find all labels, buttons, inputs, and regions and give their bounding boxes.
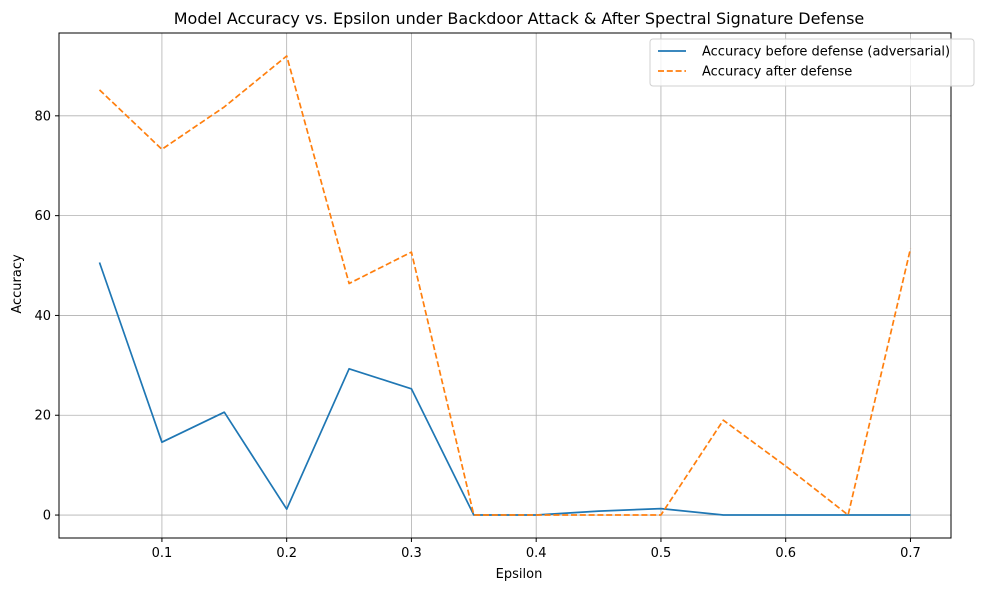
legend-box [649, 38, 975, 87]
y-tick-label: 40 [34, 309, 51, 324]
legend: Accuracy before defense (adversarial) Acc… [649, 38, 975, 87]
y-tick-label: 80 [34, 109, 51, 124]
legend-label: Accuracy after defense [702, 65, 852, 80]
series-group [98, 55, 912, 516]
series-line-after-defense [98, 55, 912, 516]
x-tick-label: 0.7 [900, 546, 921, 561]
x-tick-label: 0.4 [526, 546, 547, 561]
x-tick-label: 0.3 [401, 546, 422, 561]
y-tick-label: 60 [34, 209, 51, 224]
series-line-before-defense [98, 262, 911, 516]
x-axis-label: Epsilon [496, 567, 543, 582]
legend-label: Accuracy before defense (adversarial) [702, 45, 950, 60]
x-tick-label: 0.6 [775, 546, 796, 561]
grid-lines [59, 33, 951, 538]
x-tick-label: 0.5 [651, 546, 672, 561]
plot-frame [58, 32, 952, 539]
y-tick-label: 0 [43, 509, 51, 524]
y-axis-label: Accuracy [10, 254, 25, 314]
axis-ticks: 0.1 0.2 0.3 0.4 0.5 0.6 0.7 0 20 40 60 80 [34, 109, 920, 561]
x-tick-label: 0.1 [152, 546, 173, 561]
x-tick-label: 0.2 [276, 546, 297, 561]
chart-title: Model Accuracy vs. Epsilon under Backdoo… [174, 9, 865, 28]
y-tick-label: 20 [34, 409, 51, 424]
